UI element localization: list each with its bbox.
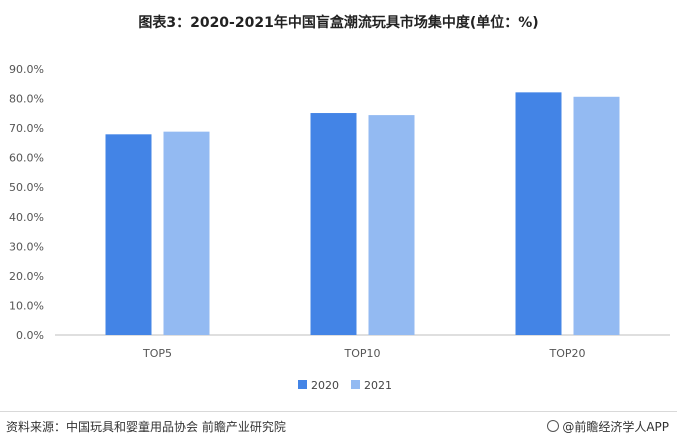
bar-top5-2021 — [163, 131, 210, 335]
y-tick-label: 70.0% — [9, 122, 44, 135]
y-tick-label: 20.0% — [9, 270, 44, 283]
x-category-label: TOP5 — [142, 347, 172, 360]
legend-label-2021: 2021 — [364, 379, 392, 392]
legend-swatch-2021 — [351, 380, 360, 389]
y-tick-label: 50.0% — [9, 181, 44, 194]
brand-text: @前瞻经济学人APP — [562, 420, 669, 434]
legend-swatch-2020 — [298, 380, 307, 389]
y-tick-label: 40.0% — [9, 211, 44, 224]
y-tick-label: 0.0% — [16, 329, 44, 342]
x-category-label: TOP20 — [548, 347, 585, 360]
y-tick-label: 90.0% — [9, 63, 44, 76]
bars — [105, 92, 620, 336]
y-tick-label: 80.0% — [9, 93, 44, 106]
category-labels: TOP5 TOP10 TOP20 — [142, 347, 586, 360]
y-tick-label: 30.0% — [9, 240, 44, 253]
x-category-label: TOP10 — [343, 347, 380, 360]
bar-top20-2021 — [573, 96, 620, 335]
footer: 资料来源：中国玩具和婴童用品协会 前瞻产业研究院 @前瞻经济学人APP — [0, 411, 677, 446]
y-axis: 0.0% 10.0% 20.0% 30.0% 40.0% 50.0% 60.0% 70.0% 8… — [9, 63, 44, 342]
bar-top10-2020 — [310, 113, 357, 335]
legend: 2020 2021 — [298, 379, 392, 392]
legend-label-2020: 2020 — [311, 379, 339, 392]
brand-logo-icon — [547, 420, 560, 432]
bar-chart: 0.0% 10.0% 20.0% 30.0% 40.0% 50.0% 60.0% 70.0% 8… — [9, 63, 670, 392]
y-tick-label: 60.0% — [9, 152, 44, 165]
bar-top20-2020 — [515, 92, 562, 335]
brand-credit: @前瞻经济学人APP — [547, 418, 669, 435]
bar-top5-2020 — [105, 134, 152, 335]
bar-top10-2021 — [368, 115, 415, 336]
source-note: 资料来源：中国玩具和婴童用品协会 前瞻产业研究院 — [6, 420, 286, 434]
y-tick-label: 10.0% — [9, 299, 44, 312]
chart-title: 图表3：2020-2021年中国盲盒潮流玩具市场集中度(单位：%) — [138, 15, 539, 31]
